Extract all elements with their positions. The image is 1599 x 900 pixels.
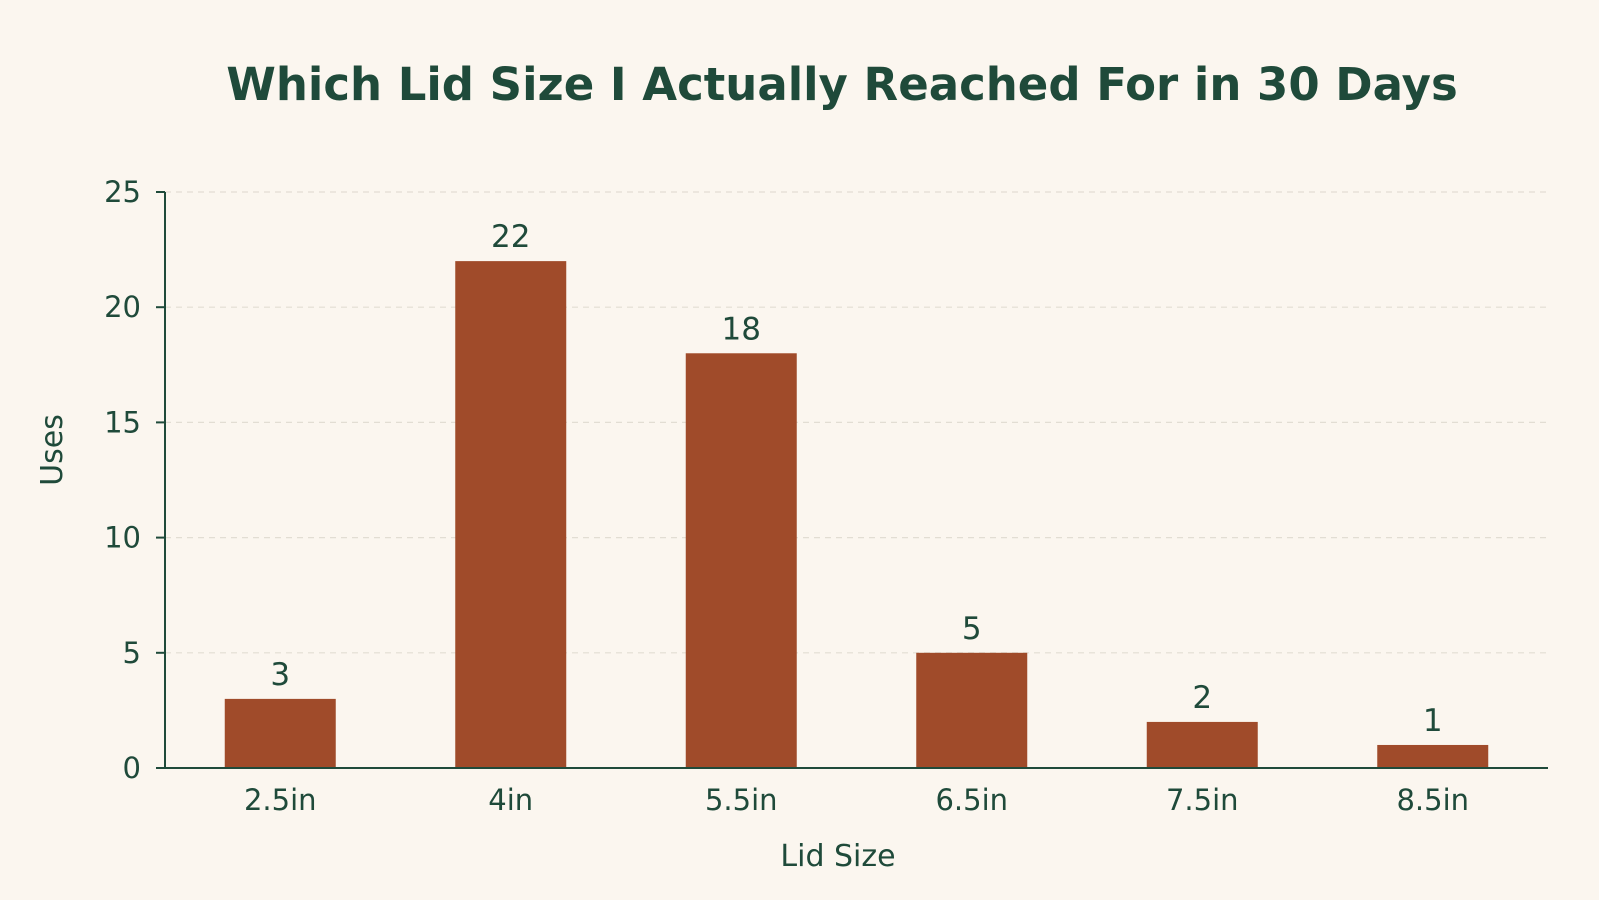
x-axis-label: Lid Size	[780, 839, 895, 874]
y-tick-label: 0	[123, 751, 141, 785]
x-tick-label: 8.5in	[1396, 783, 1469, 817]
bars	[224, 261, 1489, 768]
x-axis-ticks: 2.5in 4in 5.5in 6.5in 7.5in 8.5in	[244, 783, 1469, 817]
y-tick-label: 5	[123, 636, 141, 670]
data-label: 3	[270, 657, 290, 693]
data-label: 22	[491, 219, 530, 255]
y-tick-label: 10	[104, 521, 141, 555]
chart-title: Which Lid Size I Actually Reached For in…	[226, 58, 1458, 111]
data-label: 5	[962, 611, 982, 647]
bar-6-5in	[916, 652, 1028, 768]
data-label: 2	[1192, 680, 1212, 716]
bar-7-5in	[1146, 721, 1258, 768]
y-axis-label: Uses	[35, 414, 70, 486]
data-labels: 3 22 18 5 2 1	[270, 219, 1442, 739]
x-tick-label: 7.5in	[1166, 783, 1239, 817]
bar-5-5in	[685, 353, 797, 768]
data-label: 1	[1423, 703, 1443, 739]
y-tick-label: 25	[104, 175, 141, 209]
y-tick-label: 20	[104, 290, 141, 324]
bar-8-5in	[1377, 744, 1489, 768]
x-tick-label: 5.5in	[705, 783, 778, 817]
y-tick-label: 15	[104, 405, 141, 439]
x-tick-label: 2.5in	[244, 783, 317, 817]
data-label: 18	[722, 311, 761, 347]
y-axis-ticks: 0 5 10 15 20 25	[104, 175, 165, 785]
x-tick-label: 6.5in	[935, 783, 1008, 817]
bar-2-5in	[224, 698, 336, 768]
bar-4in	[455, 261, 567, 768]
x-tick-label: 4in	[488, 783, 533, 817]
